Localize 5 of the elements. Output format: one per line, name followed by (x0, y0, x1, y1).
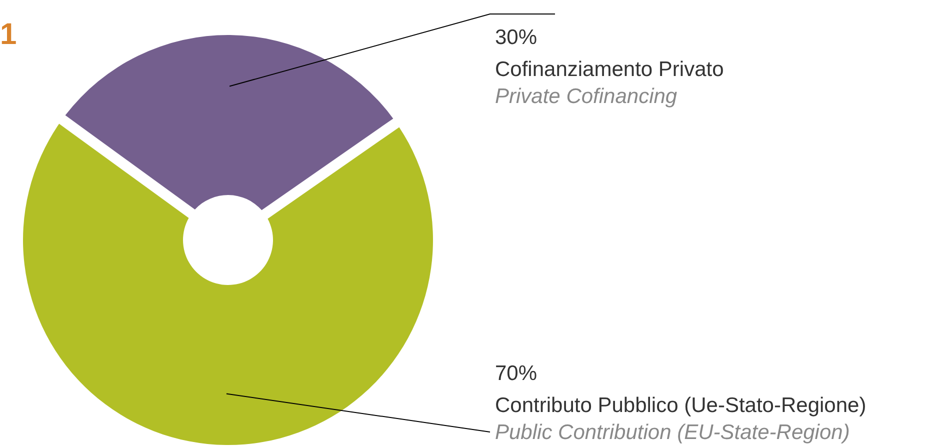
slice-label: Contributo Pubblico (Ue-Stato-Regione) Public Contribution (EU-State-Region) (495, 394, 866, 444)
data-label: 30% (495, 26, 538, 49)
slice-label: Cofinanziamento Privato Private Cofinancing (495, 58, 724, 108)
chart-title: 1 (0, 18, 17, 51)
data-label: 70% (495, 362, 538, 385)
